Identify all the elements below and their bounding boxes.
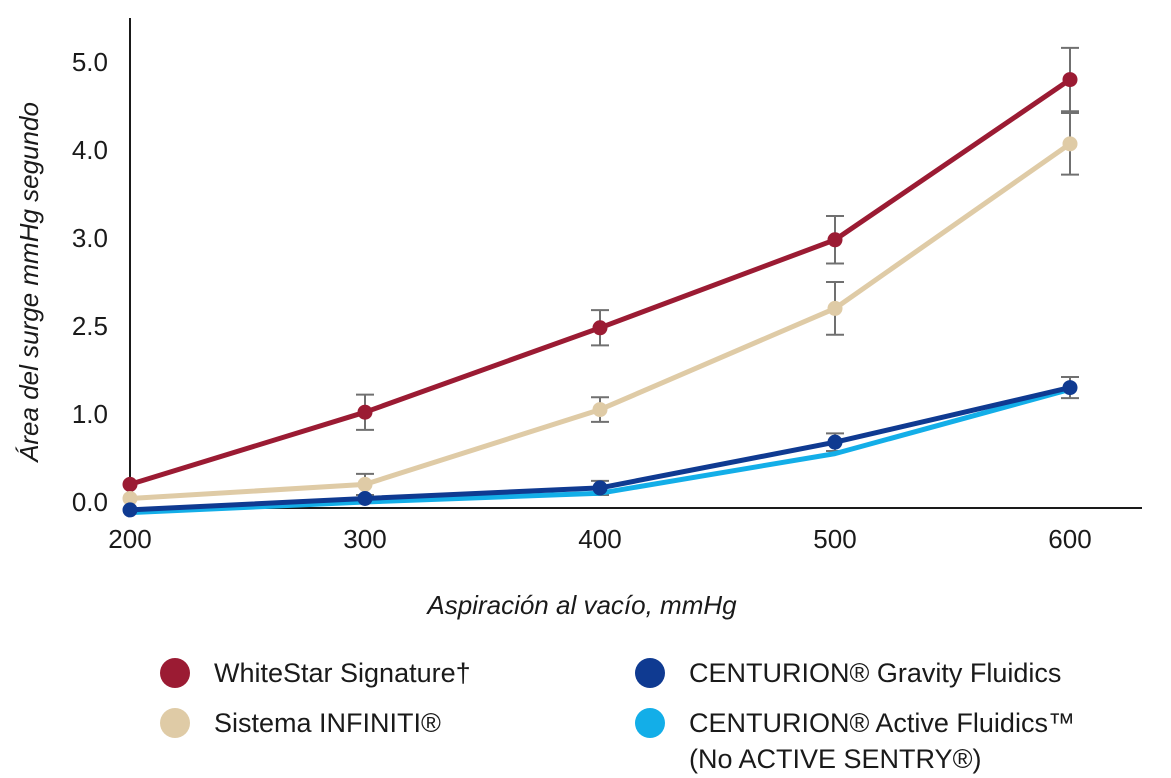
y-axis-ticks: 0.0 1.0 2.5 3.0 4.0 5.0 — [72, 47, 108, 517]
legend-label-infiniti: Sistema INFINITI® — [214, 708, 441, 738]
y-tick-label: 3.0 — [72, 223, 108, 253]
data-point-whitestar — [1062, 72, 1078, 88]
series-points — [122, 72, 1078, 518]
x-tick-label: 600 — [1048, 524, 1091, 554]
data-point-gravity — [592, 480, 608, 496]
legend-item-gravity: CENTURION® Gravity Fluidics — [635, 655, 1061, 691]
data-point-whitestar — [592, 320, 608, 336]
legend-label-active-sub: (No ACTIVE SENTRY®) — [689, 744, 982, 774]
legend-item-active: CENTURION® Active Fluidics™ (No ACTIVE S… — [635, 705, 1075, 777]
line-chart: 0.0 1.0 2.5 3.0 4.0 5.0 200 300 400 500 600 Área … — [14, 18, 1142, 620]
data-point-gravity — [827, 434, 843, 450]
series-lines — [127, 77, 1073, 516]
data-point-infiniti — [592, 402, 608, 418]
legend-label-active-block: CENTURION® Active Fluidics™ (No ACTIVE S… — [689, 705, 1075, 777]
y-tick-label: 0.0 — [72, 487, 108, 517]
y-tick-label: 4.0 — [72, 135, 108, 165]
legend-item-infiniti: Sistema INFINITI® — [160, 705, 441, 741]
x-tick-label: 400 — [578, 524, 621, 554]
legend: WhiteStar Signature† Sistema INFINITI® C… — [160, 655, 1140, 775]
y-tick-label: 1.0 — [72, 399, 108, 429]
legend-swatch-whitestar — [160, 658, 190, 688]
legend-swatch-active — [635, 708, 665, 738]
error-bars — [356, 46, 1079, 496]
y-axis-title: Área del surge mmHg segundo — [14, 102, 44, 464]
data-point-gravity — [1062, 380, 1078, 396]
y-tick-label: 2.5 — [72, 311, 108, 341]
x-tick-label: 500 — [813, 524, 856, 554]
data-point-infiniti — [357, 476, 373, 492]
data-point-whitestar — [827, 232, 843, 248]
legend-label-active: CENTURION® Active Fluidics™ — [689, 708, 1075, 738]
series-line-whitestar — [127, 77, 1073, 487]
legend-swatch-gravity — [635, 658, 665, 688]
x-tick-label: 200 — [108, 524, 151, 554]
data-point-gravity — [122, 502, 138, 518]
data-point-infiniti — [827, 300, 843, 316]
x-tick-label: 300 — [343, 524, 386, 554]
legend-swatch-infiniti — [160, 708, 190, 738]
data-point-infiniti — [122, 490, 138, 506]
legend-item-whitestar: WhiteStar Signature† — [160, 655, 471, 691]
data-point-whitestar — [357, 404, 373, 420]
data-point-whitestar — [122, 476, 138, 492]
y-tick-label: 5.0 — [72, 47, 108, 77]
x-axis-title: Aspiración al vacío, mmHg — [425, 590, 737, 620]
legend-label-whitestar: WhiteStar Signature† — [214, 658, 471, 688]
legend-label-gravity: CENTURION® Gravity Fluidics — [689, 658, 1062, 688]
data-point-gravity — [357, 490, 373, 506]
data-point-infiniti — [1062, 136, 1078, 152]
x-axis-ticks: 200 300 400 500 600 — [108, 524, 1091, 554]
